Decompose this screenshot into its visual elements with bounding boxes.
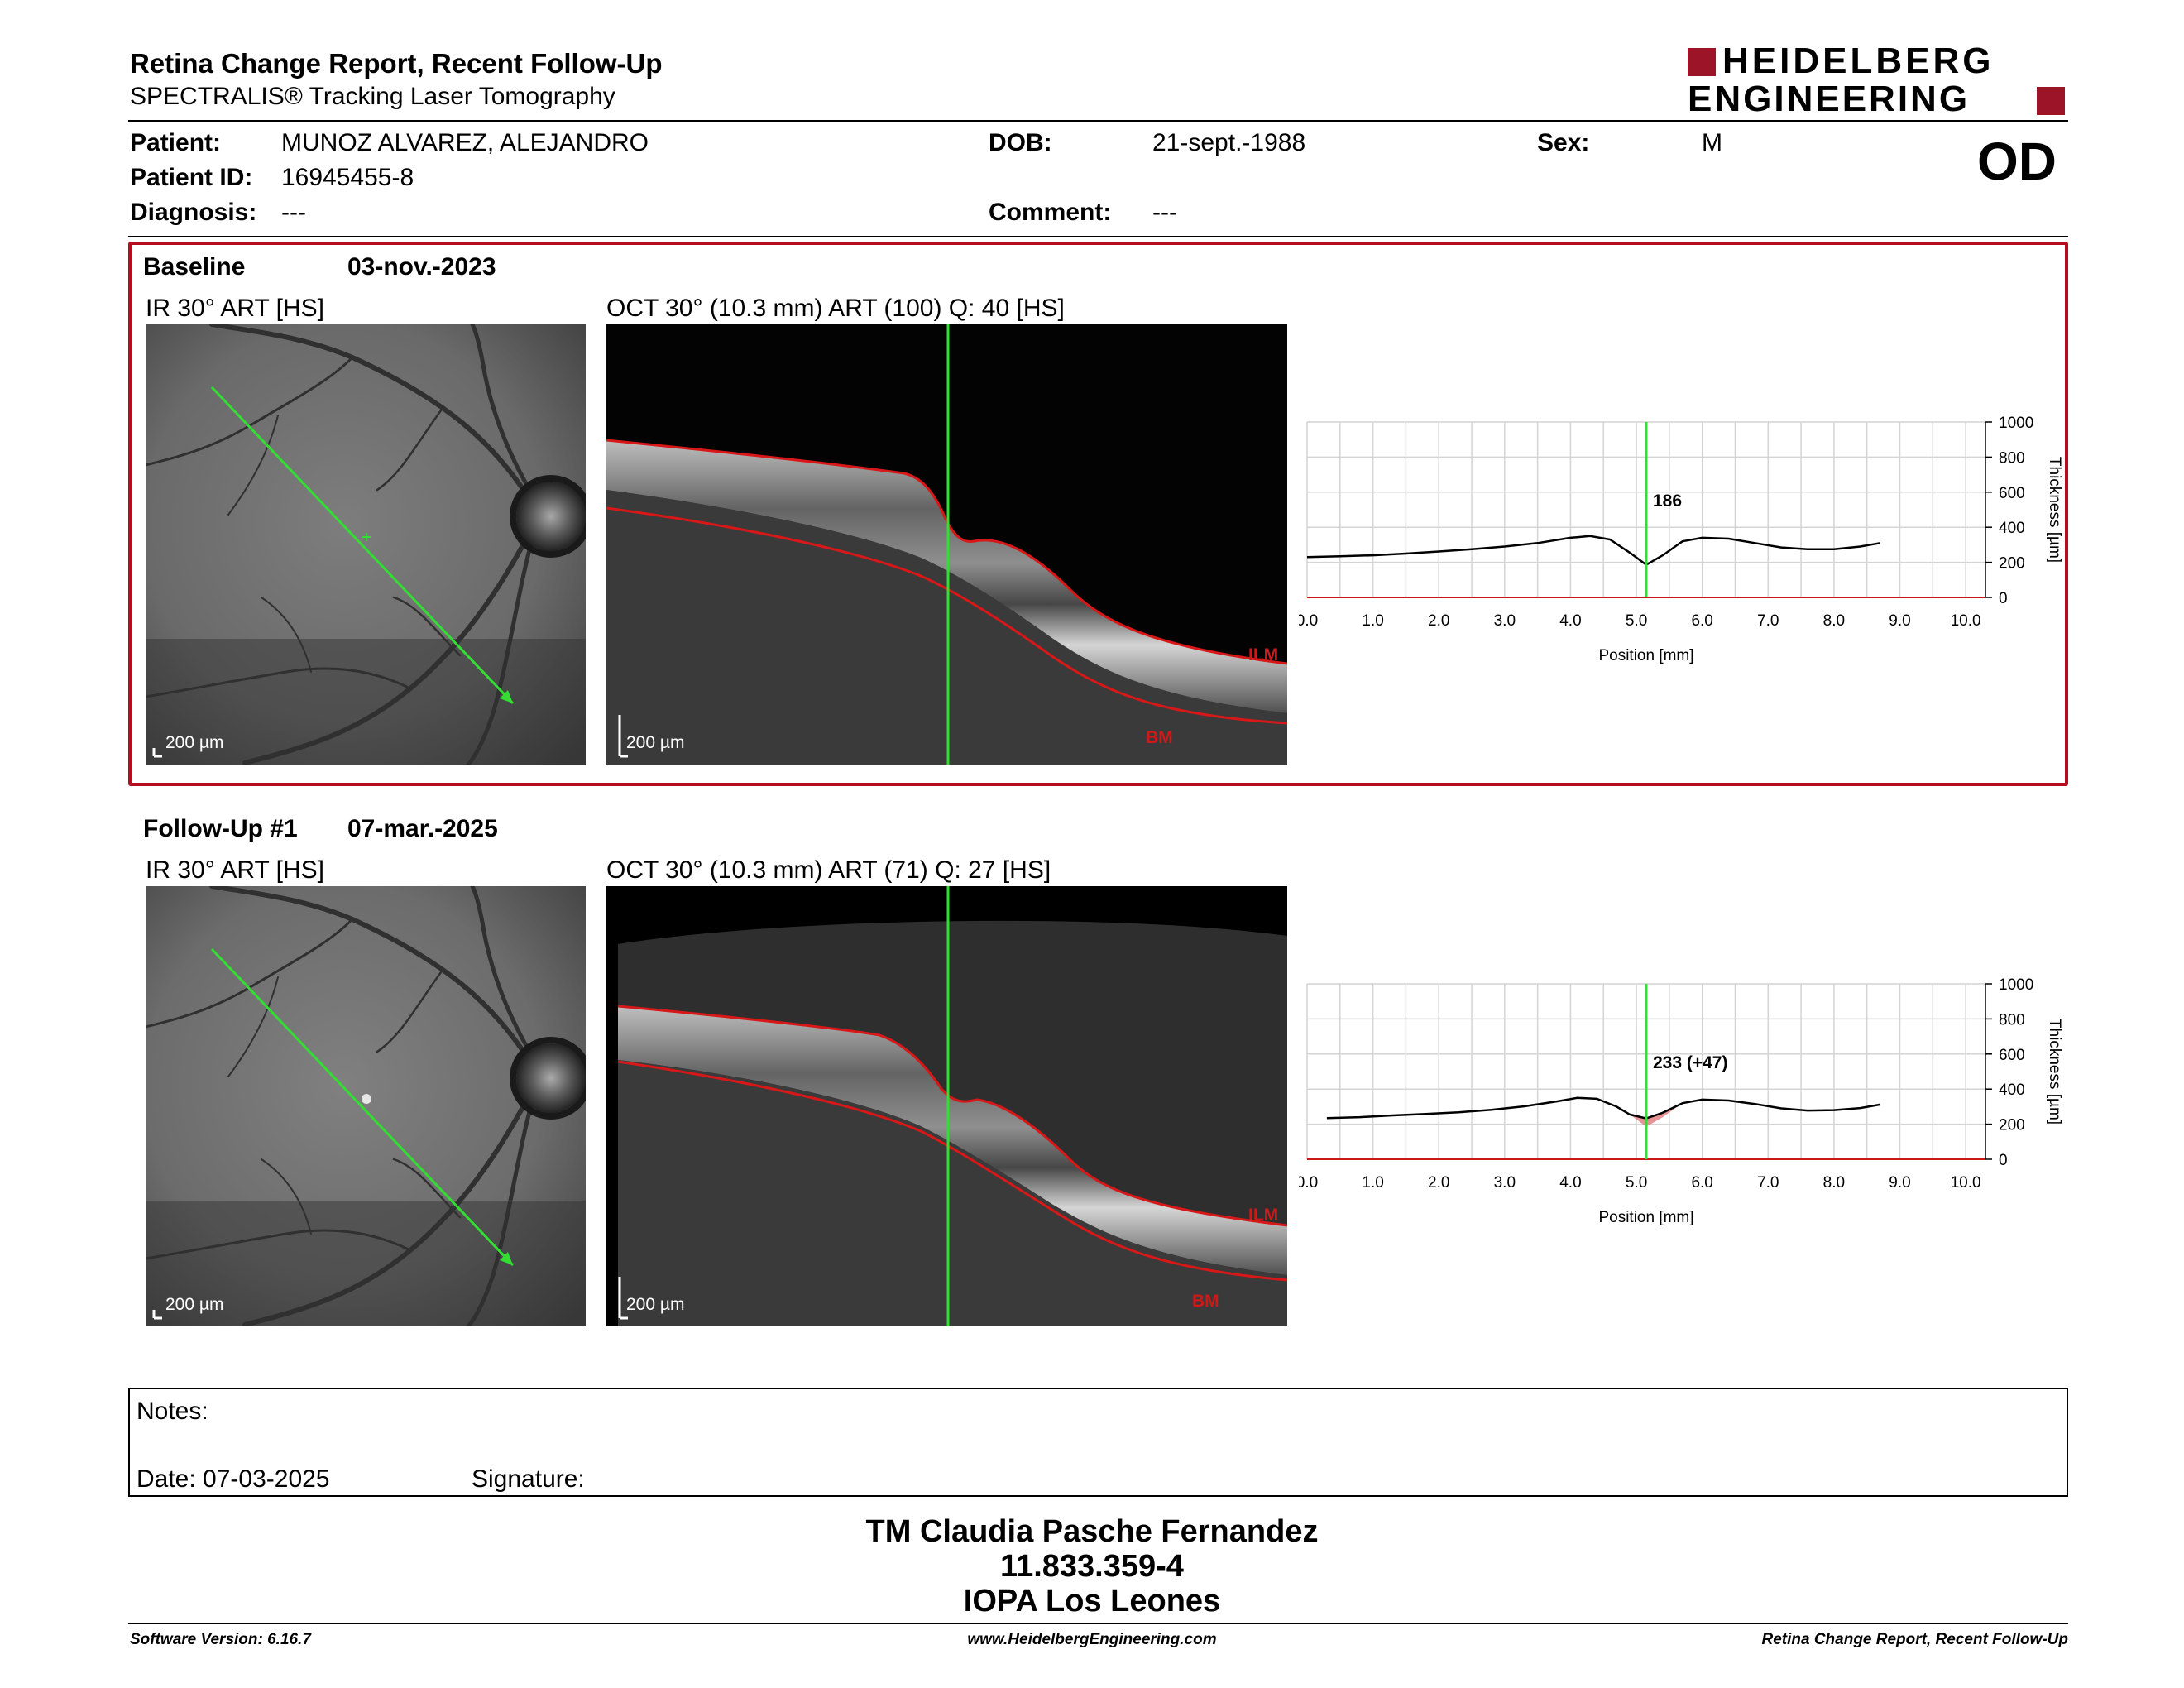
dob-label: DOB: <box>989 129 1052 156</box>
footer-name: TM Claudia Pasche Fernandez <box>865 1514 1319 1549</box>
x-tick-label: 10.0 <box>1951 612 1981 630</box>
x-tick-label: 8.0 <box>1823 1174 1845 1192</box>
baseline-date: 03-nov.-2023 <box>347 253 496 281</box>
followup-bm-label: BM <box>1192 1292 1219 1311</box>
followup-ilm-label: ILM <box>1248 1206 1279 1225</box>
x-tick-label: 1.0 <box>1362 1174 1383 1192</box>
patient-label: Patient: <box>130 129 222 156</box>
logo-line1: HEIDELBERG <box>1722 41 1995 81</box>
followup-ir-image[interactable]: 200 µm <box>146 886 586 1326</box>
sex-value: M <box>1702 129 1722 156</box>
x-tick-label: 5.0 <box>1626 612 1647 630</box>
comment-label: Comment: <box>989 199 1112 226</box>
x-tick-label: 3.0 <box>1494 612 1516 630</box>
website-link[interactable]: www.HeidelbergEngineering.com <box>967 1631 1217 1648</box>
baseline-ir-title: IR 30° ART [HS] <box>146 295 324 322</box>
x-tick-label: 4.0 <box>1559 1174 1581 1192</box>
comment-value: --- <box>1152 199 1177 226</box>
followup-oct-scale: 200 µm <box>626 1295 685 1314</box>
baseline-bm-label: BM <box>1146 728 1173 747</box>
followup-ir-title: IR 30° ART [HS] <box>146 856 324 884</box>
baseline-oct-scale: 200 µm <box>626 733 685 752</box>
followup-ir-scale: 200 µm <box>165 1295 224 1314</box>
eye-indicator: OD <box>1977 132 2057 191</box>
followup-oct-image[interactable]: 200 µm ILM BM <box>606 886 1287 1326</box>
x-tick-label: 9.0 <box>1889 1174 1910 1192</box>
y-tick-label: 200 <box>1999 1117 2025 1134</box>
report-title: Retina Change Report, Recent Follow-Up <box>130 48 663 79</box>
sex-label: Sex: <box>1537 129 1590 156</box>
footer-org: IOPA Los Leones <box>963 1584 1221 1618</box>
footer-divider <box>128 1623 2068 1624</box>
x-tick-label: 2.0 <box>1428 612 1449 630</box>
footer-rut: 11.833.359-4 <box>1000 1549 1184 1584</box>
baseline-ilm-label: ILM <box>1248 645 1279 664</box>
x-tick-label: 8.0 <box>1823 612 1845 630</box>
y-tick-label: 0 <box>1999 1152 2008 1169</box>
baseline-label: Baseline <box>143 253 246 281</box>
baseline-oct-image[interactable]: 200 µm ILM BM <box>606 324 1287 765</box>
x-tick-label: 7.0 <box>1757 612 1779 630</box>
y-tick-label: 400 <box>1999 520 2025 537</box>
signature-label: Signature: <box>472 1465 585 1493</box>
y-tick-label: 200 <box>1999 555 2025 573</box>
patient-id-label: Patient ID: <box>130 164 253 191</box>
y-tick-label: 800 <box>1999 1011 2025 1029</box>
y-tick-label: 600 <box>1999 485 2025 502</box>
followup-date: 07-mar.-2025 <box>347 815 498 842</box>
baseline-thickness-chart: 0 200 400 600 800 1000 0.0 1.0 2.0 3.0 4.0 5.0 6.0 7.… <box>1299 415 2063 664</box>
x-tick-label: 6.0 <box>1691 1174 1712 1192</box>
thickness-line <box>1306 535 1880 566</box>
x-tick-label: 6.0 <box>1691 612 1712 630</box>
notes-label: Notes: <box>136 1398 208 1425</box>
patient-name: MUNOZ ALVAREZ, ALEJANDRO <box>281 129 649 156</box>
dob-value: 21-sept.-1988 <box>1152 129 1306 156</box>
x-tick-label: 5.0 <box>1626 1174 1647 1192</box>
cursor-value-label: 186 <box>1653 492 1682 511</box>
y-axis-label: Thickness [µm] <box>2046 1019 2063 1125</box>
x-tick-label: 9.0 <box>1889 612 1910 630</box>
logo-line2: ENGINEERING <box>1688 79 1971 119</box>
x-tick-label: 4.0 <box>1559 612 1581 630</box>
y-tick-label: 800 <box>1999 449 2025 467</box>
footer-report-name: Retina Change Report, Recent Follow-Up <box>1761 1631 2068 1648</box>
notes-box[interactable]: Notes: Date: 07-03-2025 Signature: <box>128 1388 2068 1497</box>
x-axis-label: Position [mm] <box>1598 647 1693 664</box>
x-tick-label: 0.0 <box>1299 612 1318 630</box>
software-version: Software Version: 6.16.7 <box>130 1631 311 1648</box>
y-tick-label: 0 <box>1999 590 2008 607</box>
baseline-ir-scale: 200 µm <box>165 733 224 752</box>
diagnosis-label: Diagnosis: <box>130 199 257 226</box>
y-axis-label: Thickness [µm] <box>2046 457 2063 563</box>
report-subtitle: SPECTRALIS® Tracking Laser Tomography <box>130 83 615 110</box>
y-tick-label: 1000 <box>1999 976 2033 994</box>
x-axis-label: Position [mm] <box>1598 1209 1693 1226</box>
baseline-ir-image[interactable]: 200 µm <box>146 324 586 765</box>
notes-date: Date: 07-03-2025 <box>136 1465 330 1493</box>
header-divider <box>128 120 2068 122</box>
baseline-panel <box>128 242 2068 786</box>
patient-divider <box>128 236 2068 237</box>
patient-id: 16945455-8 <box>281 164 414 191</box>
cursor-value-label: 233 (+47) <box>1653 1053 1727 1072</box>
y-tick-label: 1000 <box>1999 415 2033 432</box>
y-tick-label: 600 <box>1999 1047 2025 1064</box>
x-tick-label: 1.0 <box>1362 612 1383 630</box>
heidelberg-logo: HEIDELBERG ENGINEERING <box>1688 41 2068 119</box>
followup-oct-title: OCT 30° (10.3 mm) ART (71) Q: 27 [HS] <box>606 856 1051 884</box>
x-tick-label: 7.0 <box>1757 1174 1779 1192</box>
followup-thickness-chart: 0 200 400 600 800 1000 0.0 1.0 2.0 3.0 4.0 5.0 6.0 7.… <box>1299 976 2063 1226</box>
y-tick-label: 400 <box>1999 1081 2025 1099</box>
followup-label: Follow-Up #1 <box>143 815 298 842</box>
x-tick-label: 0.0 <box>1299 1174 1318 1192</box>
x-tick-label: 10.0 <box>1951 1174 1981 1192</box>
x-tick-label: 3.0 <box>1494 1174 1516 1192</box>
x-tick-label: 2.0 <box>1428 1174 1449 1192</box>
thickness-line <box>1326 1096 1880 1120</box>
baseline-oct-title: OCT 30° (10.3 mm) ART (100) Q: 40 [HS] <box>606 295 1065 322</box>
diagnosis-value: --- <box>281 199 306 226</box>
